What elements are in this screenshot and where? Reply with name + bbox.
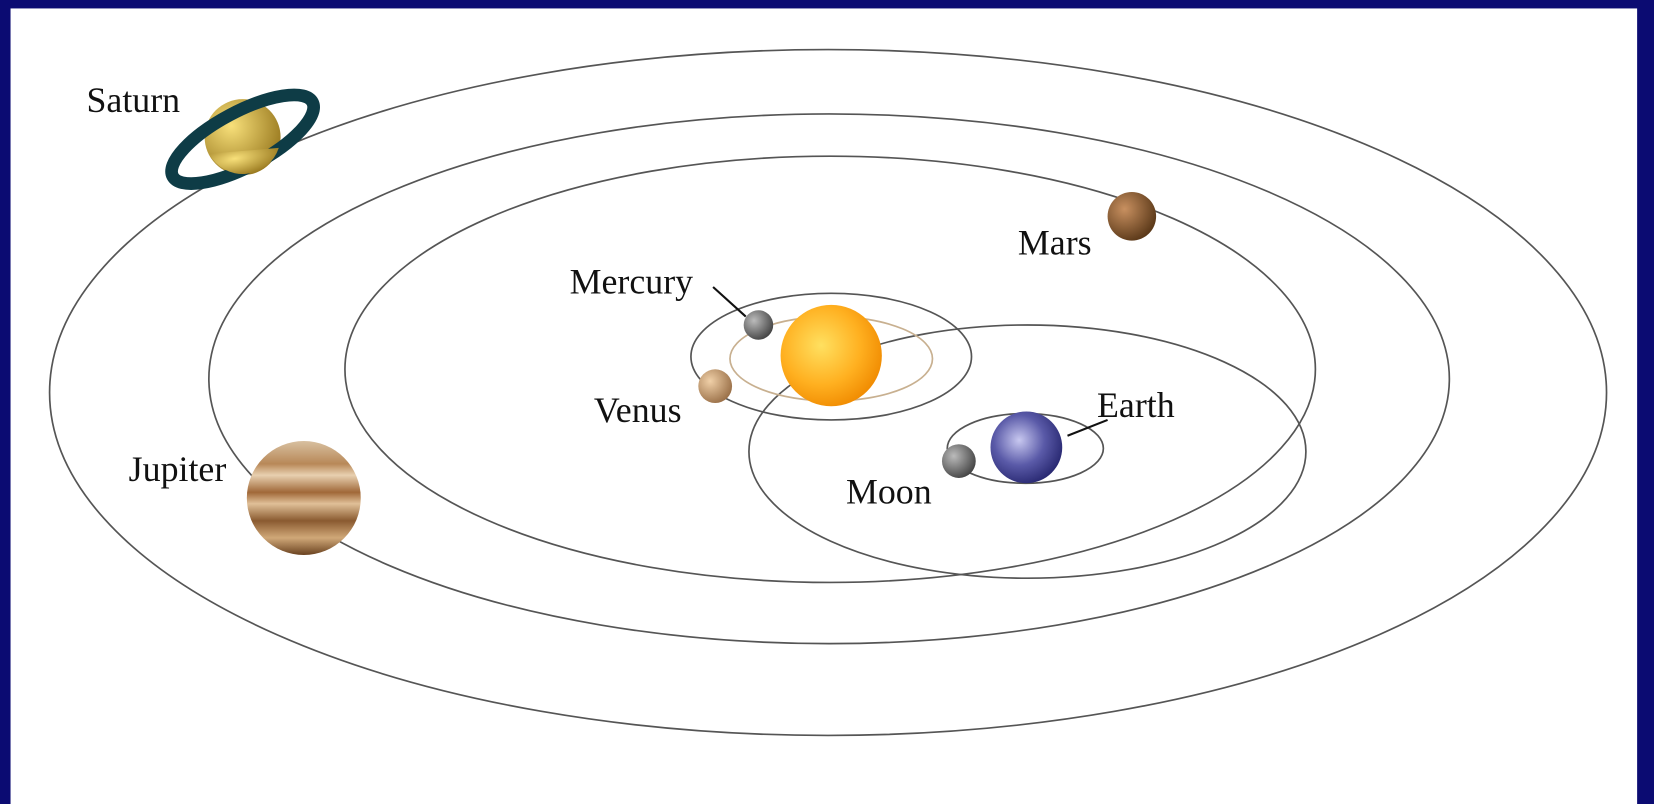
earth bbox=[991, 411, 1063, 483]
page: {"labels": {"saturn": "Saturn", "mercury… bbox=[0, 0, 1654, 804]
saturn-label: Saturn bbox=[86, 80, 180, 120]
mars bbox=[1108, 192, 1157, 241]
mars-label: Mars bbox=[1018, 222, 1092, 262]
mercury-label: Mercury bbox=[570, 261, 694, 301]
sun bbox=[781, 305, 882, 406]
venus-label: Venus bbox=[594, 390, 682, 430]
moon bbox=[942, 444, 976, 478]
solar-system-diagram: Saturn Mercury Mars Venus Earth Moon Jup… bbox=[0, 0, 1654, 804]
moon-label: Moon bbox=[846, 471, 932, 511]
venus bbox=[698, 369, 732, 403]
mercury bbox=[744, 310, 774, 340]
jupiter-label: Jupiter bbox=[129, 449, 227, 489]
earth-label: Earth bbox=[1097, 385, 1175, 425]
jupiter bbox=[247, 441, 361, 555]
